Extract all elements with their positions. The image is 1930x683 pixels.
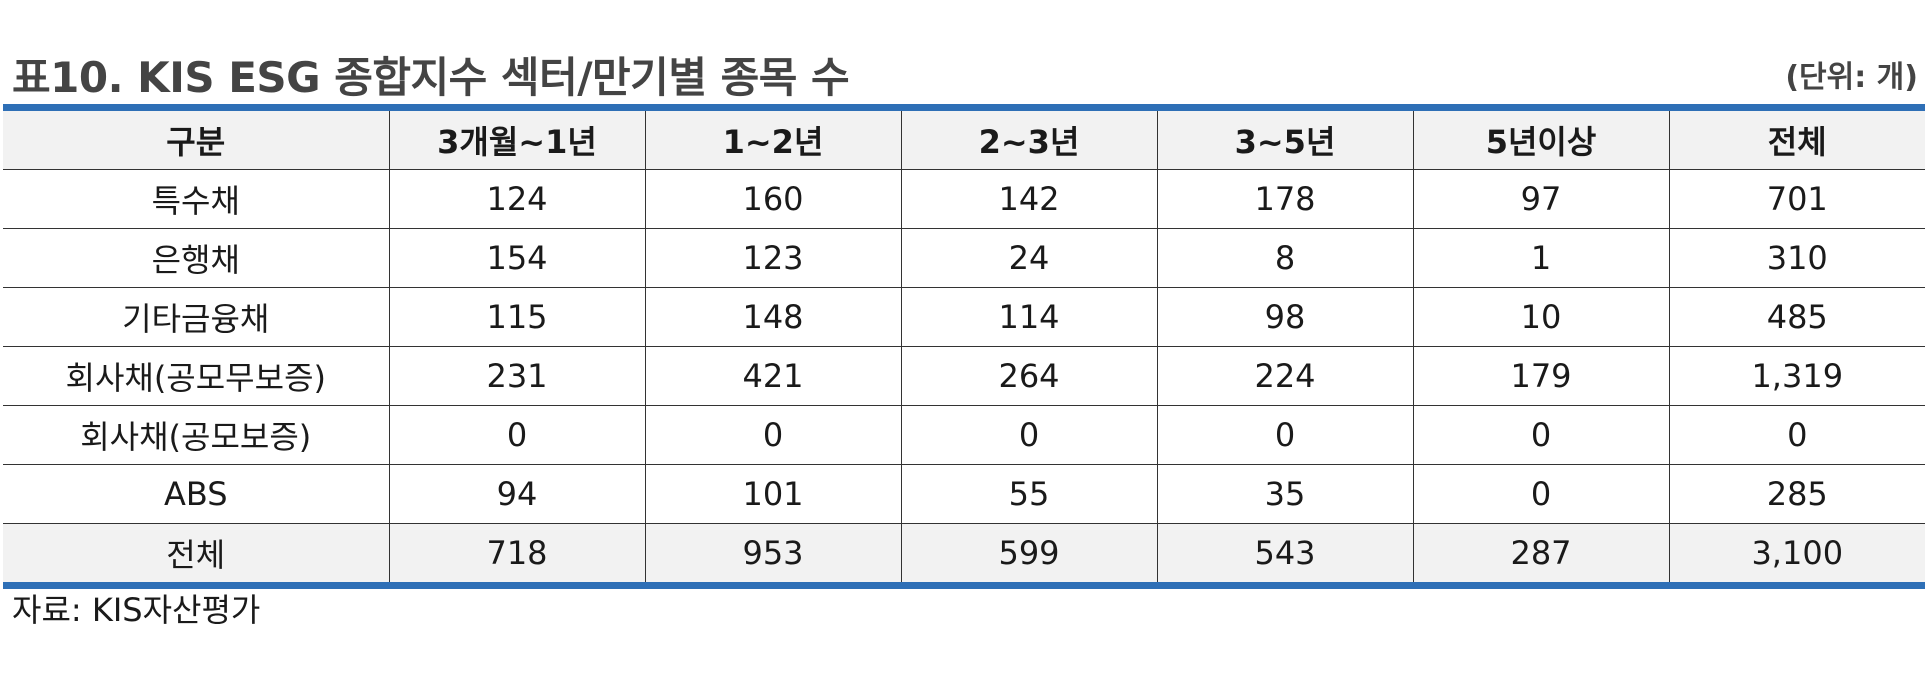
- table-cell: 310: [1668, 228, 1925, 288]
- header-category: 구분: [3, 111, 389, 170]
- table-cell: 179: [1412, 346, 1669, 406]
- table-cell: 24: [900, 228, 1157, 288]
- total-label: 전체: [3, 523, 389, 582]
- table-row: 특수채 124 160 142 178 97 701: [3, 169, 1925, 229]
- total-cell: 287: [1412, 523, 1669, 582]
- row-label: 회사채(공모보증): [3, 405, 389, 465]
- table-cell: 123: [644, 228, 901, 288]
- table-row: 회사채(공모보증) 0 0 0 0 0 0: [3, 405, 1925, 465]
- table-cell: 285: [1668, 464, 1925, 524]
- table-cell: 0: [900, 405, 1157, 465]
- table-cell: 0: [1156, 405, 1413, 465]
- table-cell: 0: [388, 405, 645, 465]
- table-cell: 421: [644, 346, 901, 406]
- table-cell: 8: [1156, 228, 1413, 288]
- table-cell: 148: [644, 287, 901, 347]
- data-table: 구분 3개월~1년 1~2년 2~3년 3~5년 5년이상 전체 특수채 124…: [3, 111, 1925, 582]
- table-cell: 701: [1668, 169, 1925, 229]
- table-cell: 1: [1412, 228, 1669, 288]
- table-row: ABS 94 101 55 35 0 285: [3, 464, 1925, 524]
- total-cell: 718: [388, 523, 645, 582]
- table-title: 표10. KIS ESG 종합지수 섹터/만기별 종목 수: [12, 53, 850, 102]
- unit-label: (단위: 개): [1785, 60, 1918, 95]
- table-cell: 94: [388, 464, 645, 524]
- row-label: 회사채(공모무보증): [3, 346, 389, 406]
- table-cell: 10: [1412, 287, 1669, 347]
- table-cell: 0: [1412, 464, 1669, 524]
- table-cell: 178: [1156, 169, 1413, 229]
- total-row: 전체 718 953 599 543 287 3,100: [3, 523, 1925, 582]
- row-label: ABS: [3, 464, 389, 524]
- title-row: 표10. KIS ESG 종합지수 섹터/만기별 종목 수 (단위: 개): [12, 46, 1918, 104]
- table-cell: 114: [900, 287, 1157, 347]
- row-label: 특수채: [3, 169, 389, 229]
- table-cell: 231: [388, 346, 645, 406]
- table-row: 기타금융채 115 148 114 98 10 485: [3, 287, 1925, 347]
- table-cell: 160: [644, 169, 901, 229]
- source-note: 자료: KIS자산평가: [12, 591, 261, 629]
- table-cell: 264: [900, 346, 1157, 406]
- header-row: 구분 3개월~1년 1~2년 2~3년 3~5년 5년이상 전체: [3, 111, 1925, 170]
- table-cell: 0: [644, 405, 901, 465]
- header-1-2y: 1~2년: [644, 111, 901, 170]
- total-cell: 953: [644, 523, 901, 582]
- row-label: 은행채: [3, 228, 389, 288]
- header-5y-plus: 5년이상: [1412, 111, 1669, 170]
- table-cell: 142: [900, 169, 1157, 229]
- table-cell: 224: [1156, 346, 1413, 406]
- table-cell: 0: [1668, 405, 1925, 465]
- total-cell: 543: [1156, 523, 1413, 582]
- table-cell: 154: [388, 228, 645, 288]
- total-cell: 599: [900, 523, 1157, 582]
- table-cell: 1,319: [1668, 346, 1925, 406]
- header-2-3y: 2~3년: [900, 111, 1157, 170]
- header-3m-1y: 3개월~1년: [388, 111, 645, 170]
- table-cell: 35: [1156, 464, 1413, 524]
- table-cell: 124: [388, 169, 645, 229]
- table-cell: 98: [1156, 287, 1413, 347]
- table-cell: 101: [644, 464, 901, 524]
- header-total: 전체: [1668, 111, 1925, 170]
- table-cell: 485: [1668, 287, 1925, 347]
- table-container: 구분 3개월~1년 1~2년 2~3년 3~5년 5년이상 전체 특수채 124…: [3, 104, 1925, 589]
- table-cell: 115: [388, 287, 645, 347]
- table-cell: 55: [900, 464, 1157, 524]
- row-label: 기타금융채: [3, 287, 389, 347]
- table-cell: 97: [1412, 169, 1669, 229]
- table-cell: 0: [1412, 405, 1669, 465]
- table-row: 회사채(공모무보증) 231 421 264 224 179 1,319: [3, 346, 1925, 406]
- total-cell: 3,100: [1668, 523, 1925, 582]
- header-3-5y: 3~5년: [1156, 111, 1413, 170]
- table-row: 은행채 154 123 24 8 1 310: [3, 228, 1925, 288]
